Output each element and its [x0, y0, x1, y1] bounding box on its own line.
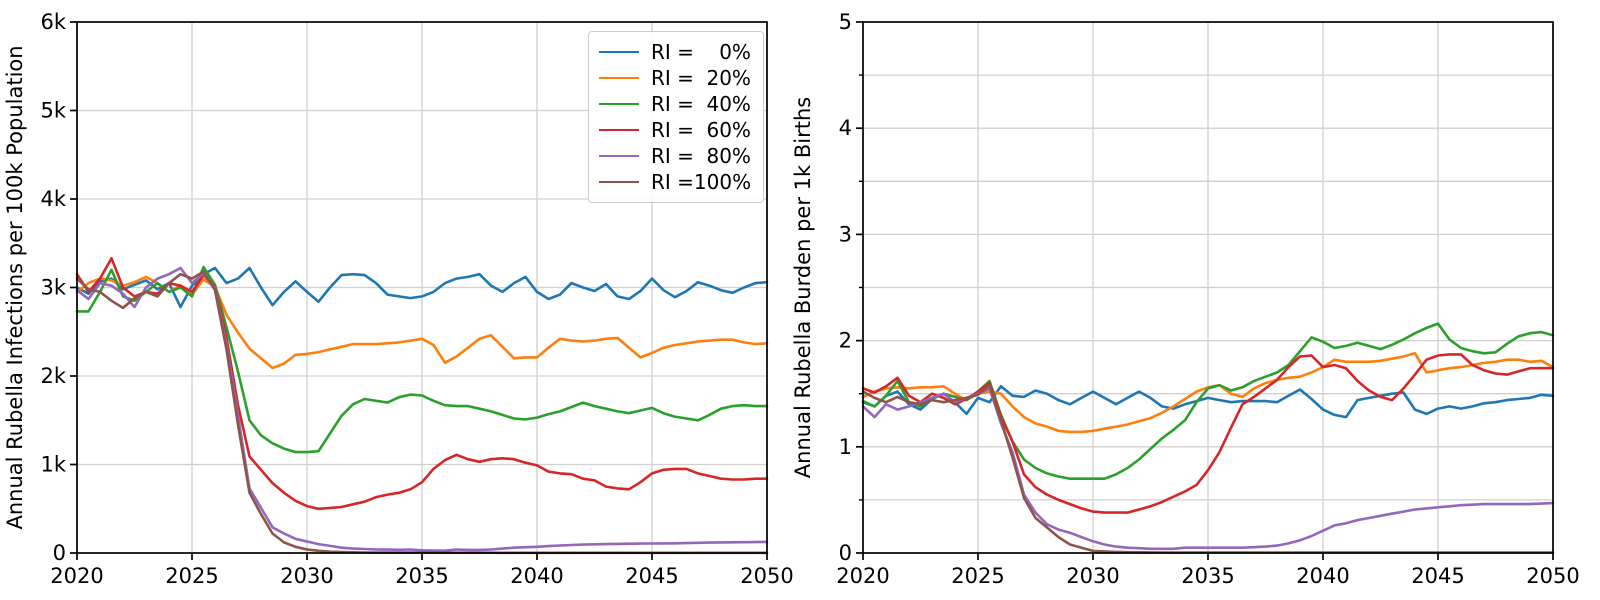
x-tick-label: 2030	[280, 564, 333, 588]
legend-label: RI = 40%	[651, 92, 751, 116]
legend-line-swatch	[599, 155, 639, 157]
y-tick-label: 3	[839, 222, 852, 246]
legend-label: RI = 20%	[651, 66, 751, 90]
burden-chart: 2020 2025 2030 2035 2040 2045 2050 0 1 2 3 4 5 Annual…	[791, 10, 1580, 588]
legend-entry-ri-0: RI = 0%	[599, 39, 763, 65]
y-tick-label: 2	[839, 329, 852, 353]
x-tick-label: 2025	[165, 564, 218, 588]
legend-line-swatch	[599, 77, 639, 79]
legend-entry-ri-100: RI = 100%	[599, 169, 763, 195]
legend-entry-ri-60: RI = 60%	[599, 117, 763, 143]
y-tick-label: 6k	[40, 10, 66, 34]
y-tick-label: 0	[53, 541, 66, 565]
y-tick-label: 2k	[40, 364, 66, 388]
legend-line-swatch	[599, 181, 639, 183]
series-line-ri-40ri-	[75, 265, 769, 454]
x-tick-label: 2040	[510, 564, 563, 588]
legend-line-swatch	[599, 129, 639, 131]
legend-entry-ri-40: RI = 40%	[599, 91, 763, 117]
series-line-ri-0ri-	[75, 266, 769, 309]
x-tick-label: 2050	[1526, 564, 1579, 588]
legend-label: RI = 60%	[651, 118, 751, 142]
y-tick-label: 1	[839, 435, 852, 459]
x-tick-label: 2035	[395, 564, 448, 588]
y-tick-label: 5k	[40, 99, 66, 123]
x-tick-label: 2020	[50, 564, 103, 588]
legend-label: RI = 100%	[651, 170, 752, 194]
y-tick-label: 4k	[40, 187, 66, 211]
x-tick-label: 2040	[1296, 564, 1349, 588]
series-line-ri-60ri-	[75, 256, 769, 511]
series-line-ri-80ri-	[75, 266, 769, 553]
legend-entry-ri-20: RI = 20%	[599, 65, 763, 91]
y-tick-label: 4	[839, 116, 852, 140]
x-tick-label: 2020	[836, 564, 889, 588]
x-tick-label: 2035	[1181, 564, 1234, 588]
legend-entry-ri-80: RI = 80%	[599, 143, 763, 169]
y-tick-label: 1k	[40, 453, 66, 477]
x-tick-label: 2025	[951, 564, 1004, 588]
legend-line-swatch	[599, 51, 639, 53]
legend: RI = 0% RI = 20% RI = 40% RI = 60% RI = 80% RI = 10…	[588, 31, 764, 203]
y-tick-label: 5	[839, 10, 852, 34]
series-line-ri-0ri-	[861, 384, 1555, 419]
x-tick-label: 2045	[1411, 564, 1464, 588]
x-tick-label: 2030	[1066, 564, 1119, 588]
infections-y-axis-label: Annual Rubella Infections per 100k Popul…	[3, 45, 27, 529]
series-line-ri-60ri-	[861, 353, 1555, 514]
x-tick-label: 2050	[740, 564, 793, 588]
y-tick-label: 0	[839, 541, 852, 565]
x-tick-label: 2045	[625, 564, 678, 588]
legend-label: RI = 80%	[651, 144, 751, 168]
y-tick-label: 3k	[40, 276, 66, 300]
burden-y-axis-label: Annual Rubella Burden per 1k Births	[791, 97, 815, 478]
legend-line-swatch	[599, 103, 639, 105]
legend-label: RI = 0%	[651, 40, 751, 64]
